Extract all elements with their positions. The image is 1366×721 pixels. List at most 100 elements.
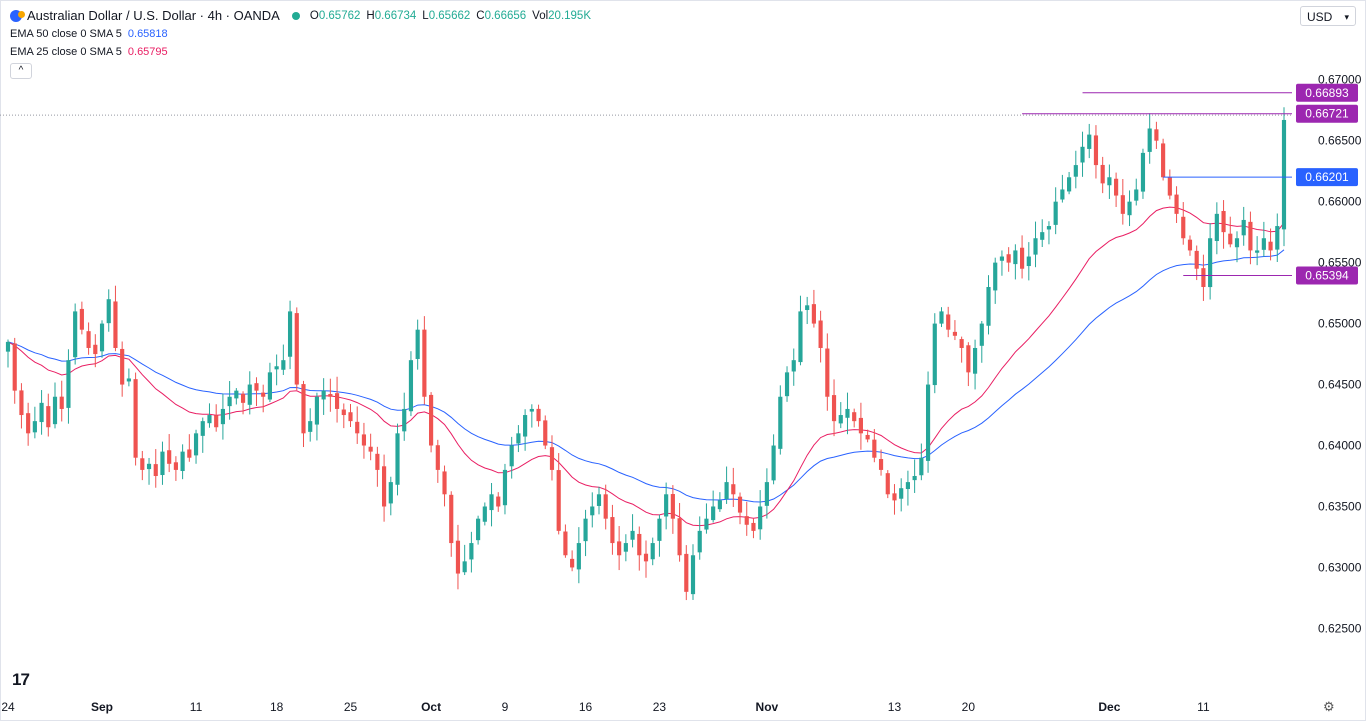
candle-body xyxy=(946,314,951,330)
gear-icon[interactable]: ⚙ xyxy=(1323,699,1335,714)
candle-body xyxy=(328,394,333,397)
candle-body xyxy=(590,506,595,516)
candle-body xyxy=(281,360,286,370)
candle-body xyxy=(744,516,749,525)
candle-body xyxy=(321,390,326,400)
candle-body xyxy=(778,396,783,449)
candle-body xyxy=(52,396,58,425)
candle-body xyxy=(670,494,675,519)
symbol-title[interactable]: Australian Dollar / U.S. Dollar · 4h · O… xyxy=(27,8,280,23)
candle-body xyxy=(1208,238,1213,288)
candle-body xyxy=(187,449,192,458)
x-tick-label: 25 xyxy=(344,700,358,714)
indicator-ema50-value: 0.65818 xyxy=(127,28,168,40)
candle-body xyxy=(825,348,830,397)
candle-body xyxy=(113,301,118,348)
candle-body xyxy=(959,339,964,348)
indicator-ema50[interactable]: EMA 50 close 0 SMA 5 0.65818 xyxy=(10,28,168,40)
candle-body xyxy=(1080,146,1085,163)
candle-body xyxy=(173,462,178,470)
candle-body xyxy=(509,445,514,467)
candle-body xyxy=(287,311,293,357)
candle-body xyxy=(905,482,910,490)
candle-body xyxy=(798,311,803,363)
candle-body xyxy=(254,383,259,391)
candle-body xyxy=(1161,143,1166,178)
candle-body xyxy=(1127,201,1132,216)
candle-body xyxy=(1033,238,1038,255)
candle-body xyxy=(1181,216,1186,239)
candle-body xyxy=(429,394,434,446)
currency-select[interactable]: USD ▾ xyxy=(1300,6,1356,26)
y-tick-label: 0.64000 xyxy=(1318,439,1362,453)
candle-body xyxy=(1020,247,1025,269)
candle-body xyxy=(361,434,367,446)
axis-layer: 0.62500 0.63000 0.63500 0.64000 0.64500 0.650… xyxy=(1,73,1361,714)
candle-body xyxy=(731,484,736,495)
candle-body xyxy=(59,396,64,409)
candle-body xyxy=(872,439,877,458)
level-price-tag xyxy=(1296,83,1358,102)
candle-body xyxy=(140,458,145,470)
tradingview-logo-icon: 17 xyxy=(12,670,30,689)
candle-body xyxy=(805,305,810,311)
candle-body xyxy=(979,323,984,346)
candle-body xyxy=(617,541,622,556)
candle-layer xyxy=(5,107,1287,601)
candle-body xyxy=(153,464,158,477)
candle-body xyxy=(563,531,568,556)
candle-body xyxy=(200,421,205,436)
candle-body xyxy=(1046,226,1052,230)
candle-body xyxy=(1134,189,1139,201)
candle-body xyxy=(308,421,313,432)
candle-body xyxy=(1234,238,1240,248)
candle-body xyxy=(502,469,508,506)
candle-body xyxy=(496,496,501,507)
candle-body xyxy=(999,256,1005,261)
y-tick-label: 0.65000 xyxy=(1318,317,1362,331)
level-price-label: 0.65394 xyxy=(1305,269,1349,283)
candle-body xyxy=(858,417,863,434)
ema-line-50 xyxy=(7,249,1285,503)
candle-body xyxy=(919,457,924,476)
candle-body xyxy=(657,518,662,541)
candle-body xyxy=(402,408,407,432)
candle-body xyxy=(167,450,172,464)
collapse-indicators-button[interactable]: ^ xyxy=(10,63,32,79)
candle-body xyxy=(664,494,669,517)
x-tick-label: Dec xyxy=(1098,700,1120,714)
y-tick-label: 0.63500 xyxy=(1318,499,1362,513)
candle-body xyxy=(650,543,655,560)
candle-body xyxy=(120,348,125,385)
indicator-ema25[interactable]: EMA 25 close 0 SMA 5 0.65795 xyxy=(10,46,168,58)
candle-body xyxy=(1067,177,1072,192)
candle-body xyxy=(301,384,306,434)
x-tick-label: 18 xyxy=(270,700,284,714)
candle-body xyxy=(126,378,131,382)
candle-body xyxy=(79,308,84,330)
candle-body xyxy=(180,451,185,472)
x-tick-label: 9 xyxy=(502,700,509,714)
candle-body xyxy=(717,500,722,510)
candle-body xyxy=(972,347,978,374)
candle-body xyxy=(596,494,602,506)
candle-body xyxy=(818,320,823,348)
candle-body xyxy=(784,372,790,397)
candle-body xyxy=(1248,221,1253,251)
ohlc-open: O0.65762 xyxy=(309,9,361,22)
candle-body xyxy=(469,543,474,560)
x-tick-label: Sep xyxy=(91,700,113,714)
candle-body xyxy=(1060,189,1065,200)
candle-body xyxy=(146,463,152,470)
candle-body xyxy=(758,506,763,530)
candle-body xyxy=(489,494,494,511)
candle-body xyxy=(1221,210,1226,233)
indicator-ema50-label: EMA 50 close 0 SMA 5 xyxy=(10,28,122,40)
candle-body xyxy=(26,413,31,434)
candle-body xyxy=(274,366,279,370)
candle-body xyxy=(1040,232,1045,240)
candle-body xyxy=(240,393,246,403)
candle-body xyxy=(388,482,393,504)
candle-body xyxy=(986,287,991,326)
